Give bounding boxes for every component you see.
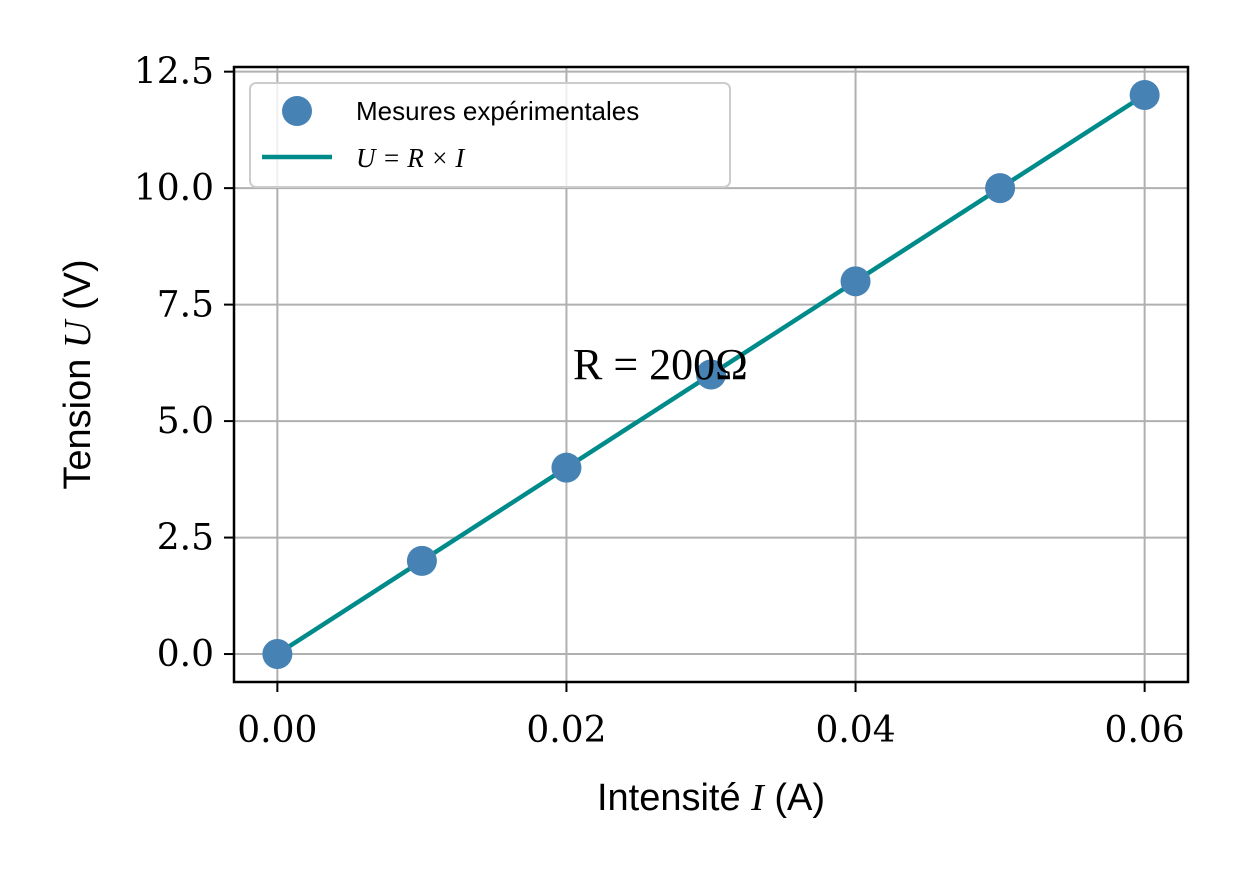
y-tick-label: 7.5 bbox=[157, 285, 214, 326]
data-point bbox=[406, 545, 437, 576]
x-tick-label: 0.00 bbox=[237, 710, 317, 751]
data-point bbox=[262, 639, 293, 670]
measurement-series bbox=[262, 79, 1160, 670]
y-axis-ticks: 0.0 2.5 5.0 7.5 10.0 12.5 bbox=[134, 52, 234, 675]
x-axis-label: Intensité I (A) bbox=[597, 777, 825, 819]
plot-frame bbox=[232, 65, 1190, 684]
y-tick-label: 10.0 bbox=[134, 168, 214, 209]
legend: Mesures expérimentales U = R × I bbox=[249, 82, 731, 188]
data-point bbox=[551, 452, 582, 483]
y-tick-label: 12.5 bbox=[134, 52, 214, 93]
x-tick-label: 0.06 bbox=[1105, 710, 1185, 751]
annotation-resistance: R = 200Ω bbox=[573, 340, 748, 389]
legend-label-measurements: Mesures expérimentales bbox=[356, 96, 639, 126]
y-tick-label: 0.0 bbox=[157, 634, 214, 675]
grid bbox=[234, 67, 1188, 682]
legend-label-fit-line: U = R × I bbox=[356, 143, 466, 173]
data-point bbox=[1129, 79, 1160, 110]
x-tick-label: 0.02 bbox=[526, 710, 606, 751]
y-axis-label: Tension U (V) bbox=[57, 259, 99, 489]
legend-marker-measurements bbox=[282, 96, 312, 126]
x-axis-ticks: 0.00 0.02 0.04 0.06 bbox=[237, 682, 1185, 751]
legend-box bbox=[249, 82, 731, 188]
data-point bbox=[696, 359, 726, 390]
y-tick-label: 2.5 bbox=[157, 518, 214, 559]
y-tick-label: 5.0 bbox=[157, 401, 214, 442]
data-point bbox=[840, 266, 871, 297]
data-point bbox=[985, 173, 1016, 204]
x-tick-label: 0.04 bbox=[815, 710, 895, 751]
